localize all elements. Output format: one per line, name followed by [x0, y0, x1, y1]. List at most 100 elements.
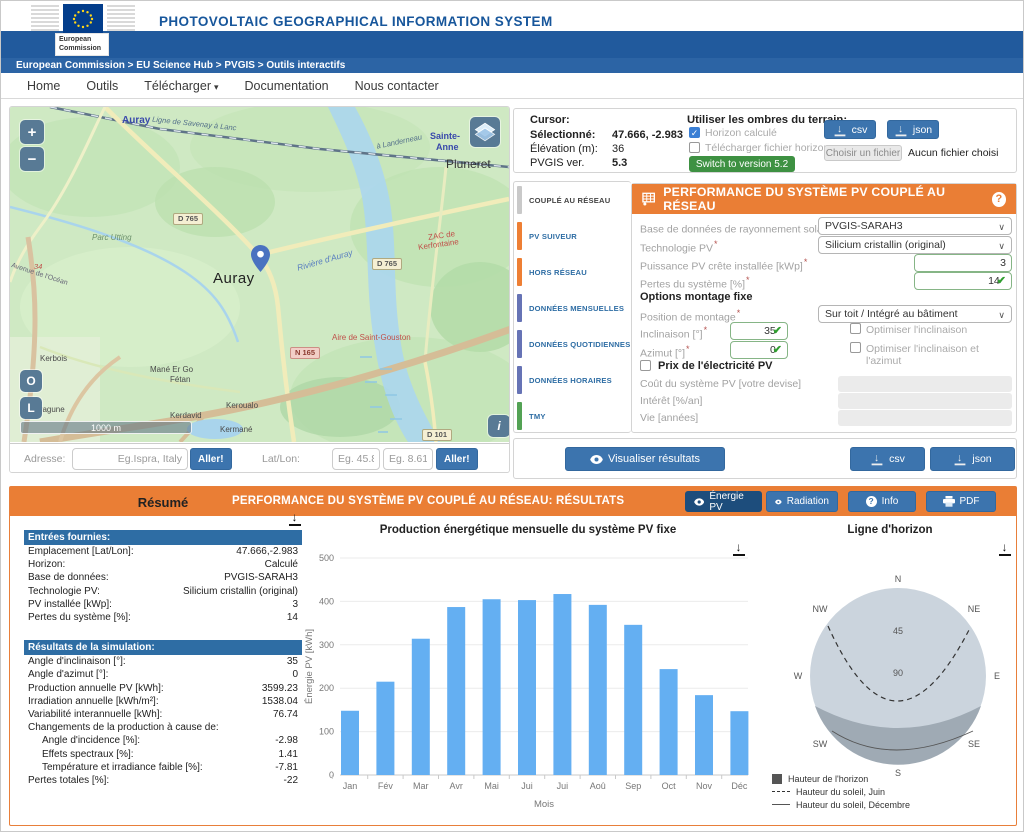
lifetime-input-disabled [838, 410, 1012, 426]
radiation-tab-button[interactable]: Radiation [766, 491, 838, 512]
nav-item-home[interactable]: Home [27, 79, 60, 93]
lat-input[interactable] [332, 448, 380, 470]
power-label: Puissance PV crête installée [kWp] [640, 257, 807, 273]
upload-horizon-checkbox[interactable] [689, 142, 700, 153]
results-json-button[interactable]: json [930, 447, 1015, 471]
nav-item-outils[interactable]: Outils [86, 79, 118, 93]
caret-down-icon: ▾ [214, 82, 219, 92]
nav-item-t-l-charger[interactable]: Télécharger▾ [144, 79, 218, 93]
position-select[interactable]: Sur toit / Intégré au bâtiment∨ [818, 305, 1012, 323]
svg-text:Oct: Oct [662, 781, 677, 791]
tab-label: COUPLÉ AU RÉSEAU [529, 196, 610, 205]
interest-input-disabled [838, 393, 1012, 409]
printer-icon [943, 496, 955, 507]
sidebar-tab-hors-r-seau[interactable]: HORS RÉSEAU [514, 254, 631, 290]
nav-item-nous-contacter[interactable]: Nous contacter [355, 79, 439, 93]
slope-label: Inclinaison [°] [640, 325, 707, 341]
tab-color-bar [517, 294, 522, 322]
table-row: Irradiation annuelle [kWh/m²]:1538.04 [24, 695, 302, 708]
sidebar-tab-donn-es-mensuelles[interactable]: DONNÉES MENSUELLES [514, 290, 631, 326]
horizon-json-button[interactable]: json [887, 120, 939, 139]
row-value: Silicium cristallin (original) [183, 585, 298, 598]
row-label: PV installée [kWp]: [28, 598, 112, 611]
svg-text:200: 200 [319, 683, 334, 693]
bar-Jan [341, 711, 359, 775]
row-value: 35 [287, 655, 298, 668]
sidebar-tab-donn-es-quotidiennes[interactable]: DONNÉES QUOTIDIENNES [514, 326, 631, 362]
legend-swatch-solid [772, 804, 790, 805]
map-legend-button[interactable]: L [20, 397, 42, 419]
row-label: Technologie PV: [28, 585, 100, 598]
help-icon[interactable]: ? [992, 192, 1006, 207]
visualize-results-button[interactable]: Visualiser résultats [565, 447, 725, 471]
horizon-csv-button[interactable]: csv [824, 120, 876, 139]
switch-version-button[interactable]: Switch to version 5.2 [689, 156, 795, 172]
valid-check-icon: ✔ [773, 344, 782, 356]
pv-price-checkbox[interactable] [640, 360, 651, 371]
horizon-download-button[interactable] [998, 542, 1012, 556]
slope-input[interactable]: 35✔ [730, 322, 788, 340]
map-canvas[interactable]: AurayLigne de Savenay à LancSainte-Anneà… [10, 107, 509, 442]
cost-input-disabled [838, 376, 1012, 392]
optimize-slope-checkbox[interactable] [850, 323, 861, 334]
power-input[interactable]: 3 [914, 254, 1012, 272]
pdf-button[interactable]: PDF [926, 491, 996, 512]
nav-item-documentation[interactable]: Documentation [245, 79, 329, 93]
table-row: PV installée [kWp]:3 [24, 598, 302, 611]
svg-text:Avr: Avr [450, 781, 463, 791]
info-button[interactable]: ? Info [848, 491, 916, 512]
optimize-slope-label: Optimiser l'inclinaison [866, 324, 967, 336]
eye-icon [694, 498, 704, 506]
sidebar-tab-pv-suiveur[interactable]: PV SUIVEUR [514, 218, 631, 254]
address-go-button[interactable]: Aller! [190, 448, 232, 470]
sidebar-tab-donn-es-horaires[interactable]: DONNÉES HORAIRES [514, 362, 631, 398]
table-row: Base de données:PVGIS-SARAH3 [24, 571, 302, 584]
table-row: Effets spectraux [%]:1.41 [24, 748, 302, 761]
table-row: Production annuelle PV [kWh]:3599.23 [24, 682, 302, 695]
sidebar-tab-coupl-au-r-seau[interactable]: COUPLÉ AU RÉSEAU [514, 182, 631, 218]
monthly-production-chart: 0100200300400500JanFévMarAvrMaiJuiJuiAoû… [302, 536, 754, 818]
row-label: Angle d'inclinaison [°]: [28, 655, 126, 668]
row-value: 1.41 [279, 748, 298, 761]
row-label: Angle d'incidence [%]: [42, 734, 140, 747]
compass-SE: SE [968, 739, 980, 749]
latlon-go-button[interactable]: Aller! [436, 448, 478, 470]
bar-Fév [376, 682, 394, 775]
inputs-header: Entrées fournies: [24, 530, 302, 545]
summary-title: Résumé [24, 495, 302, 510]
horizon-calculated-checkbox[interactable]: ✓ [689, 127, 700, 138]
bar-Aoû [589, 605, 607, 775]
map-zoom-out-button[interactable]: − [20, 147, 44, 171]
results-csv-button[interactable]: csv [850, 447, 925, 471]
horizon-csv-label: csv [852, 124, 868, 136]
compass-E: E [994, 671, 1000, 681]
row-label: Horizon: [28, 558, 65, 571]
azimuth-input[interactable]: 0✔ [730, 341, 788, 359]
map-zoom-in-button[interactable]: + [20, 120, 44, 144]
energy-pv-tab-button[interactable]: Énergie PV [685, 491, 762, 512]
radiation-tab-label: Radiation [787, 496, 829, 507]
summary-download-button[interactable] [288, 512, 302, 526]
selected-value: 47.666, -2.983 [612, 129, 683, 141]
map-info-button[interactable]: i [488, 415, 510, 437]
row-value: 1538.04 [262, 695, 298, 708]
db-value: PVGIS-SARAH3 [825, 220, 903, 232]
db-select[interactable]: PVGIS-SARAH3∨ [818, 217, 1012, 235]
choose-file-button[interactable]: Choisir un fichier [824, 145, 902, 161]
horizon-chart: NNEESESSWWNW4590 [758, 536, 1022, 781]
svg-text:0: 0 [329, 770, 334, 780]
chart-download-button[interactable] [732, 542, 746, 556]
mounting-options-title: Options montage fixe [640, 291, 752, 303]
map-overview-button[interactable]: O [20, 370, 42, 392]
lon-input[interactable] [383, 448, 433, 470]
sidebar-tab-tmy[interactable]: TMY [514, 398, 631, 434]
map-marker-icon[interactable] [251, 245, 270, 272]
svg-text:45: 45 [893, 626, 903, 636]
svg-text:Déc: Déc [731, 781, 748, 791]
solar-panel-icon [642, 192, 655, 206]
loss-input[interactable]: 14✔ [914, 272, 1012, 290]
optimize-both-checkbox[interactable] [850, 342, 861, 353]
address-input[interactable] [72, 448, 188, 470]
tech-select[interactable]: Silicium cristallin (original)∨ [818, 236, 1012, 254]
map-layers-button[interactable] [470, 117, 500, 147]
